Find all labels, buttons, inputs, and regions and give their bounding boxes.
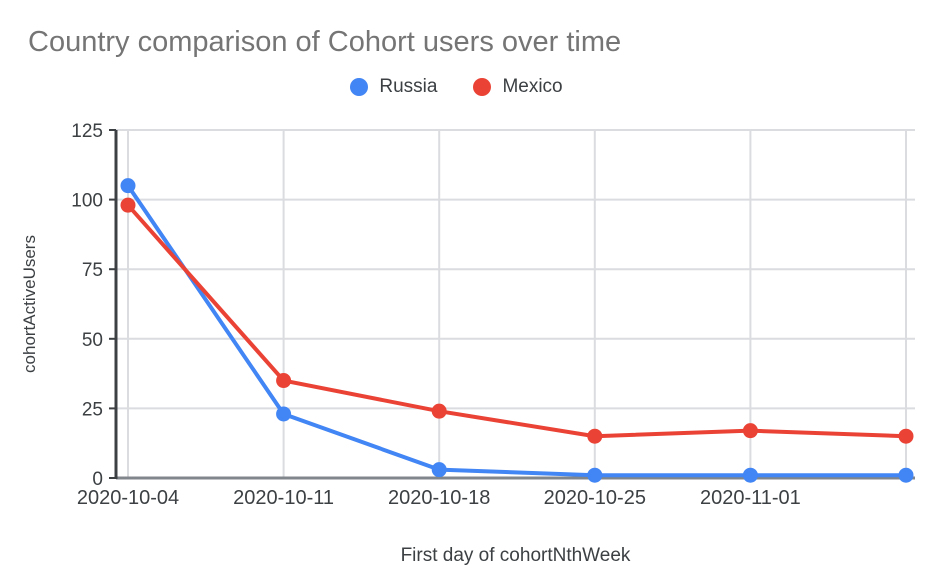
x-tick-label: 2020-10-04 <box>77 487 179 509</box>
data-point-russia <box>120 178 136 194</box>
data-point-mexico <box>898 428 914 444</box>
legend-item-mexico: Mexico <box>473 76 563 98</box>
y-tick-label: 50 <box>82 330 103 351</box>
y-tick-label: 0 <box>92 469 103 490</box>
legend-swatch-mexico-icon <box>473 78 492 96</box>
y-axis-title: cohortActiveUsers <box>20 235 39 373</box>
legend-label-russia: Russia <box>379 76 438 97</box>
x-axis-title: First day of cohortNthWeek <box>400 545 631 566</box>
data-point-mexico <box>587 428 603 444</box>
x-tick-label: 2020-10-25 <box>544 487 646 509</box>
y-tick-label: 125 <box>71 121 103 142</box>
data-point-mexico <box>742 423 758 439</box>
data-point-russia <box>276 406 292 422</box>
y-tick-label: 75 <box>82 260 103 281</box>
y-tick-label: 100 <box>71 191 103 212</box>
data-point-russia <box>898 467 914 483</box>
data-point-mexico <box>431 403 447 419</box>
legend: Russia Mexico <box>0 76 929 98</box>
x-tick-label: 2020-10-11 <box>233 487 334 509</box>
series-line-mexico <box>126 203 908 439</box>
data-point-mexico <box>120 197 136 213</box>
chart-title: Country comparison of Cohort users over … <box>28 26 622 58</box>
y-tick-label: 25 <box>82 399 103 420</box>
legend-swatch-russia-icon <box>350 78 369 96</box>
data-point-mexico <box>276 373 292 389</box>
data-point-russia <box>742 467 758 483</box>
x-tick-label: 2020-10-18 <box>388 487 490 509</box>
legend-label-mexico: Mexico <box>502 76 563 97</box>
x-tick-label: 2020-11-01 <box>700 487 801 509</box>
legend-item-russia: Russia <box>350 76 437 98</box>
data-point-russia <box>587 467 603 483</box>
series-line-russia <box>126 183 908 478</box>
data-point-russia <box>431 462 447 478</box>
